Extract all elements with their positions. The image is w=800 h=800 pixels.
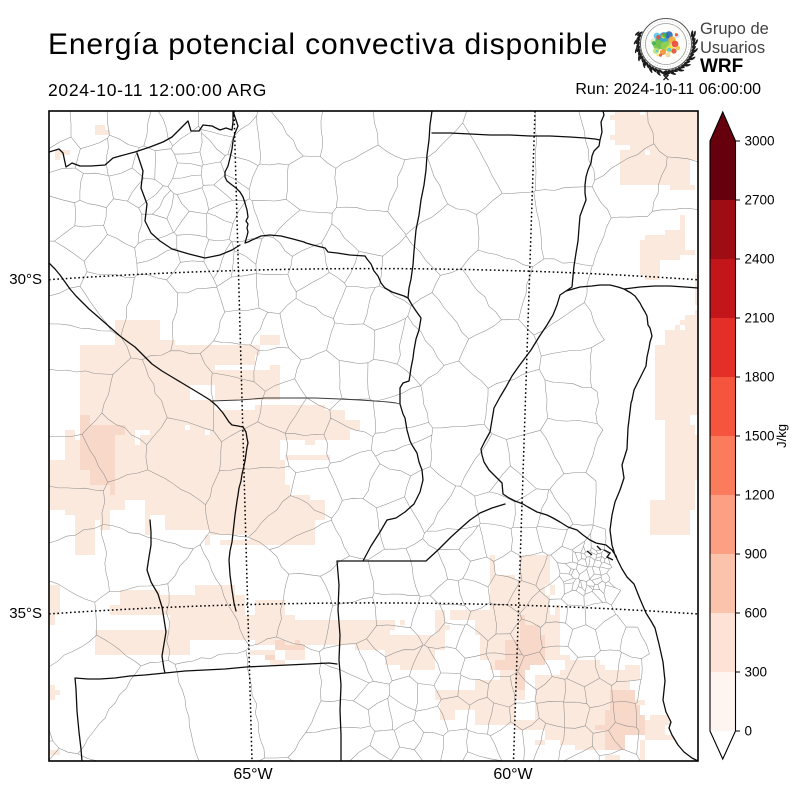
svg-text:2700: 2700 (745, 193, 775, 208)
svg-text:1200: 1200 (745, 488, 775, 503)
svg-text:J/kg: J/kg (774, 424, 789, 448)
svg-text:65°W: 65°W (233, 766, 273, 783)
svg-text:WRF: WRF (700, 56, 743, 77)
svg-text:Usuarios: Usuarios (700, 39, 765, 57)
svg-text:2400: 2400 (745, 252, 775, 267)
svg-text:35°S: 35°S (9, 605, 42, 622)
svg-text:Grupo de: Grupo de (700, 20, 769, 38)
svg-text:1800: 1800 (745, 370, 775, 385)
svg-text:2100: 2100 (745, 311, 775, 326)
svg-text:300: 300 (745, 665, 768, 680)
svg-text:1500: 1500 (745, 429, 775, 444)
svg-text:60°W: 60°W (493, 766, 533, 783)
svg-text:3000: 3000 (745, 134, 775, 149)
svg-text:600: 600 (745, 606, 768, 621)
svg-text:30°S: 30°S (9, 271, 42, 288)
svg-text:900: 900 (745, 547, 768, 562)
svg-text:0: 0 (745, 724, 753, 739)
